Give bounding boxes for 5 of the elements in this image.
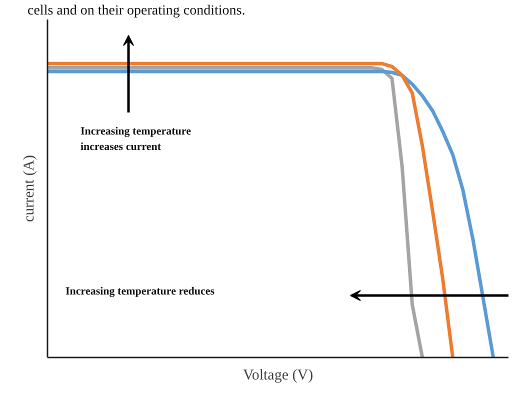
annotation: Increasing temperature increases current bbox=[80, 126, 192, 154]
x-axis-title: Voltage (V) bbox=[242, 368, 314, 384]
annotation: Increasing temperature reduces bbox=[66, 286, 216, 298]
text: cells and on their operating conditions. bbox=[28, 4, 246, 18]
y-axis-title: current (A) bbox=[22, 154, 38, 222]
